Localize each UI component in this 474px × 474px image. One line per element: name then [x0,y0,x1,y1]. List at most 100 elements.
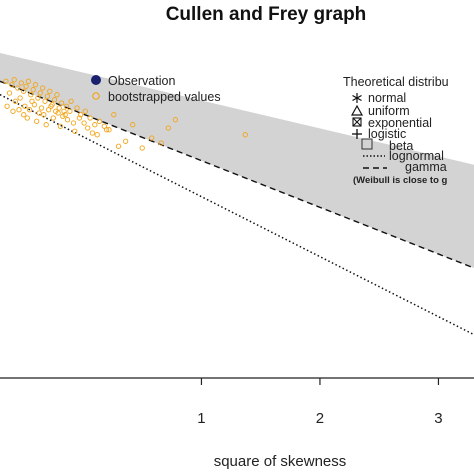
x-tick-label: 1 [197,410,205,427]
bootstrap-point [76,115,83,121]
bootstrap-point [172,117,179,123]
bootstrap-point [4,103,10,109]
legend-weibull-note: (Weibull is close to g [353,175,448,186]
x-axis-label: square of skewness [214,453,347,470]
bootstrap-point [50,115,56,121]
bootstrap-point [41,112,47,118]
bootstrap-point [40,85,46,91]
bootstrap-point [82,108,88,114]
bootstrap-point [15,85,21,91]
bootstrap-point [42,98,48,104]
bootstrap-point [130,122,136,128]
bootstrap-point [96,118,103,124]
bootstrap-point [10,108,16,114]
bootstrap-point [68,98,74,104]
bootstrap-point [18,80,24,86]
bootstrap-point [38,105,45,111]
plot-area: 1 2 3 [0,53,474,427]
bootstrap-point [56,105,62,111]
bootstrap-point [17,95,23,101]
bootstrap-point [61,108,67,114]
bootstrap-point [64,117,71,123]
bootstrap-point [11,77,17,83]
bootstrap-point [28,92,34,98]
legend-gamma-label: gamma [405,160,447,174]
bootstrap-point [72,128,78,134]
gray-square-icon [361,138,373,150]
bootstrap-point [3,78,9,84]
bootstrap-point [12,98,19,104]
bootstrap-point [32,82,39,88]
bootstrap-point [21,88,27,94]
plus-icon [352,129,362,139]
beta-region [0,53,474,268]
gamma-line [0,80,474,269]
bootstrap-point [47,88,53,94]
bootstrap-point [44,93,51,99]
lognormal-line [0,93,474,336]
bootstrap-point [103,127,110,133]
bootstrap-point [6,90,13,96]
bootstrap-point [9,82,15,88]
bootstrap-point [23,83,29,89]
bootstrap-point [16,107,22,113]
bootstrap-point [70,120,77,126]
bootstrap-point [22,103,28,109]
bootstrap-point [122,138,129,144]
bootstrap-point [57,123,64,129]
bootstrap-point [21,112,27,118]
bootstrap-point [43,122,49,128]
legend-bootstrap-label: bootstrapped values [108,90,221,104]
bootstrap-point [30,87,36,93]
bootstrap-point [45,107,52,113]
bootstrap-point [25,78,32,84]
x-tick-label: 3 [434,410,442,427]
bootstrap-point [74,105,80,111]
bootstrap-point [242,132,248,138]
legend-lognormal-label: lognormal [389,149,444,163]
bootstrap-point [53,108,59,114]
bootstrap-point [115,143,122,149]
bootstrap-point [37,90,43,96]
legend-exponential-label: exponential [368,116,432,130]
bootstrap-point [51,97,58,103]
bootstrap-point [62,112,68,118]
chart-title: Cullen and Frey graph [166,4,367,25]
asterisk-icon [352,93,362,103]
bootstrap-point [29,98,35,104]
legend-logistic-label: logistic [368,127,406,141]
bootstrap-point [158,140,164,146]
bootstrap-point [92,122,98,128]
bootstrap-point [149,135,155,141]
bootstrap-point [81,120,87,126]
legend-theoretical-title: Theoretical distribu [343,75,449,89]
bootstrap-point [26,107,33,113]
triangle-icon [350,104,364,116]
bootstrap-point [85,125,91,131]
bootstrap-point [24,115,30,121]
boxed-x-icon [352,117,362,127]
bootstrap-point [48,103,54,109]
bootstrap-point [106,127,112,133]
bootstrap-point [87,115,93,121]
bootstrap-point [165,125,171,131]
bootstrap-point [35,95,41,101]
bootstrap-point [89,130,96,136]
legend-observation-label: Observation [108,74,175,88]
bootstrap-point [111,112,117,118]
legend-normal-label: normal [368,91,406,105]
bootstrap-point [36,110,42,116]
legend-theoretical: Theoretical distribu normal uniform expo… [343,75,449,186]
legend-beta-label: beta [389,139,413,153]
x-tick-label: 2 [316,410,324,427]
bootstrap-marker-icon [92,92,100,100]
observation-marker-icon [91,75,101,85]
bootstrap-point [31,102,38,108]
bootstrap-point [77,112,84,118]
bootstrap-point [54,92,60,98]
bootstrap-point [67,108,73,114]
bootstrap-point [58,100,65,106]
bootstrap-point [139,145,145,151]
legend-observed: Observation bootstrapped values [91,74,221,104]
